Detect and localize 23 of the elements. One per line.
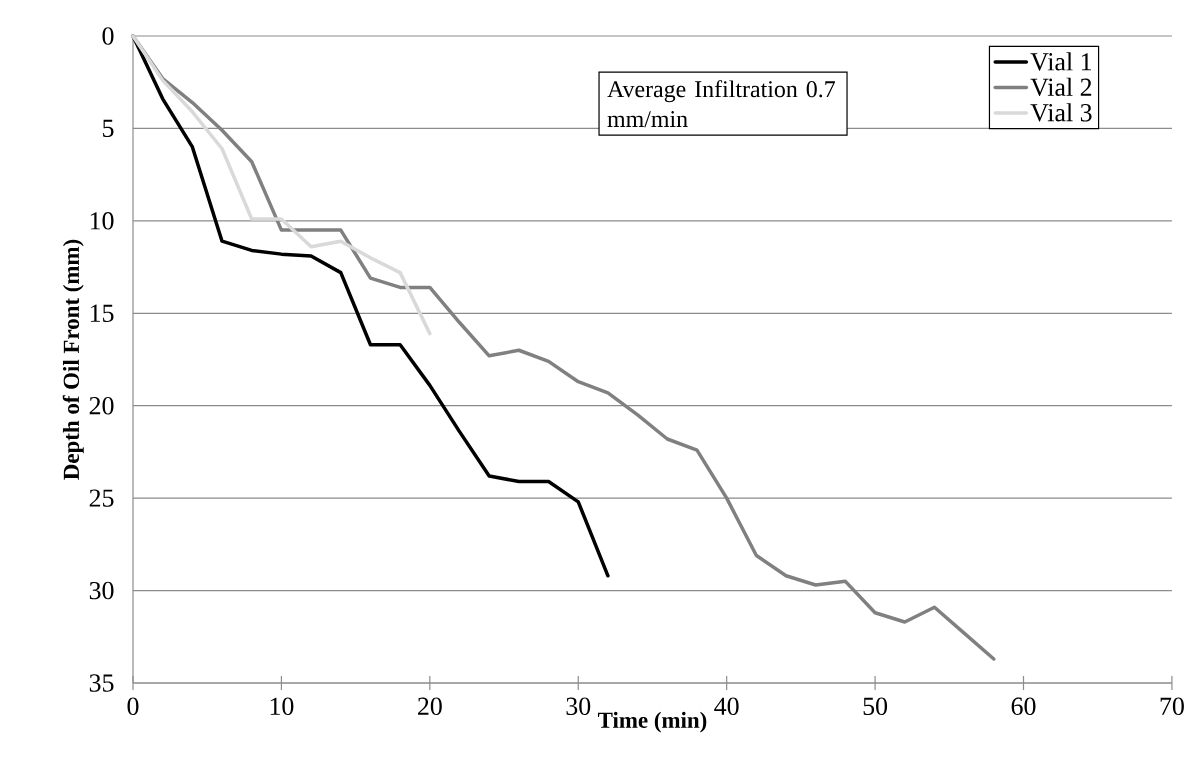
x-axis-title: Time (min) [597,711,707,733]
legend-label: Vial 2 [1030,77,1092,97]
x-tick-label: 50 [863,697,888,716]
annotation: Average Infiltration 0.7 mm/min [607,80,835,128]
y-tick-label: 15 [90,304,114,322]
legend-label: Vial 3 [1030,103,1092,122]
x-tick-label: 20 [418,697,442,716]
x-tick-label: 40 [714,697,739,716]
x-tick-label: 30 [566,697,591,716]
y-tick-label: 5 [103,119,114,138]
y-tick-label: 30 [89,581,114,600]
x-tick-label: 60 [1011,697,1036,716]
legend-label: Vial 1 [1030,52,1092,71]
line-series [131,34,432,336]
x-tick-label: 0 [127,697,139,716]
y-tick-label: 20 [89,396,114,415]
x-tick-label: 70 [1160,697,1184,716]
y-axis-title: Depth of Oil Front (mm) [62,239,84,480]
y-tick-label: 10 [90,212,114,230]
y-tick-label: 35 [89,674,114,692]
y-tick-label: 25 [89,489,114,507]
x-tick-label: 10 [270,697,294,716]
y-tick-label: 0 [102,27,114,45]
